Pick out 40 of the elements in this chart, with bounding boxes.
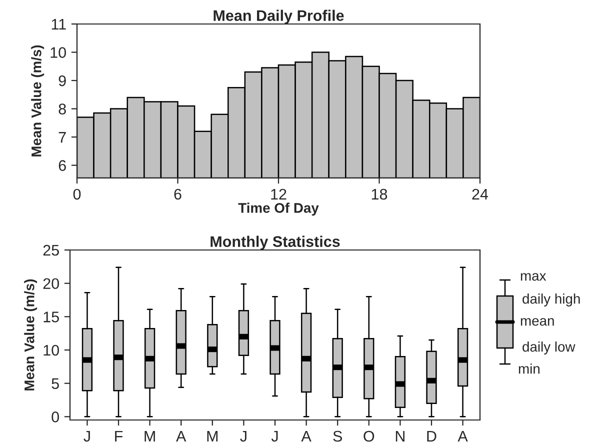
- x-tick-label: 12: [271, 188, 286, 200]
- x-tick-label: 18: [372, 188, 388, 200]
- x-tick-label: A: [458, 430, 468, 442]
- y-tick-label: 7: [58, 132, 66, 143]
- y-axis-title: Mean Value (m/s): [24, 279, 38, 390]
- y-tick-label: 6: [58, 160, 66, 171]
- y-axis-title: Mean Value (m/s): [31, 45, 44, 156]
- x-tick-label: 0: [73, 188, 81, 200]
- y-tick-label: 25: [43, 244, 59, 256]
- x-tick-label: O: [364, 430, 374, 442]
- y-tick-label: 8: [58, 104, 66, 114]
- x-tick-label: M: [207, 430, 218, 442]
- y-tick-label: 15: [44, 312, 59, 322]
- x-tick-label: N: [396, 430, 404, 442]
- y-tick-label: 0: [52, 412, 59, 422]
- text: mean: [520, 318, 554, 326]
- x-tick-label: S: [333, 430, 342, 442]
- y-tick-label: 20: [43, 278, 59, 290]
- x-tick-label: J: [240, 430, 246, 442]
- x-tick-label: J: [84, 430, 90, 442]
- y-tick-label: 5: [52, 378, 59, 390]
- x-tick-label: A: [301, 430, 312, 442]
- x-tick-label: A: [176, 430, 186, 442]
- x-tick-label: J: [271, 430, 278, 442]
- x-tick-label: M: [144, 430, 155, 442]
- x-axis-title: Time Of Day: [238, 202, 319, 216]
- x-tick-label: 24: [472, 188, 488, 200]
- x-tick-label: 6: [174, 188, 182, 200]
- text: daily low: [522, 342, 576, 354]
- y-tick-label: 11: [52, 19, 66, 30]
- y-tick-label: 10: [50, 47, 66, 58]
- x-tick-label: F: [115, 430, 123, 442]
- y-tick-label: 9: [58, 75, 66, 86]
- y-tick-label: 10: [44, 344, 59, 356]
- text: min: [518, 364, 540, 374]
- text: max: [520, 273, 546, 281]
- x-tick-label: D: [427, 430, 436, 442]
- chart-title: Monthly Statistics: [210, 236, 340, 250]
- chart-title: Mean Daily Profile: [214, 10, 344, 24]
- text: daily high: [522, 294, 580, 306]
